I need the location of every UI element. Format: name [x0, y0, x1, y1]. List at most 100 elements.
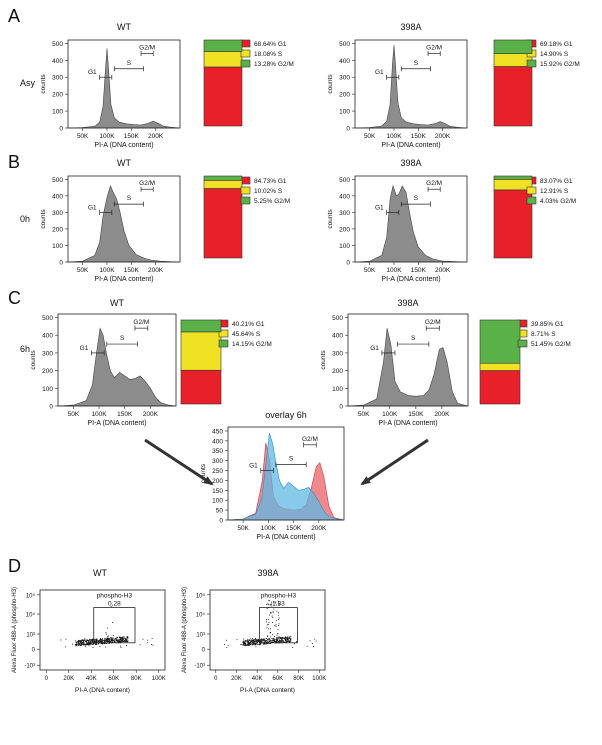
scatter-point: [252, 643, 254, 645]
scatter-point: [127, 636, 129, 638]
scatter-point: [91, 643, 93, 645]
scatter-point: [96, 639, 97, 641]
scatter-point: [271, 638, 273, 639]
scatter-point: [89, 641, 91, 643]
scatter-point: [93, 643, 95, 645]
histogram-area: [347, 328, 469, 407]
row-label-asy: Asy: [20, 78, 36, 88]
scatter-point: [275, 624, 277, 626]
scatter-point: [267, 603, 269, 605]
y-tick-label: 200: [339, 92, 350, 99]
scatter-point: [250, 640, 252, 642]
scatter-point: [116, 638, 118, 640]
gate-g1-label: G1: [80, 345, 89, 352]
scatter-point: [246, 642, 248, 644]
scatter-point: [286, 639, 288, 641]
y-tick-label: 100: [52, 109, 63, 116]
scatter-point: [92, 641, 94, 643]
scatter-point: [99, 646, 101, 647]
scatter-point: [83, 643, 84, 645]
scatter-point: [102, 638, 103, 640]
scatter-point: [102, 639, 104, 641]
scatter-point: [106, 638, 107, 640]
scatter-point: [256, 640, 258, 642]
scatter-point: [83, 640, 85, 642]
scatter-point: [286, 641, 287, 643]
scatter-point: [254, 640, 256, 642]
scatter-point: [125, 641, 126, 642]
scatter-point: [81, 643, 82, 644]
scatter-point: [93, 641, 95, 643]
scatter-point: [118, 641, 120, 642]
x-tick-label: 0: [214, 676, 218, 682]
x-tick-label: 50K: [77, 267, 89, 274]
scatter-point: [86, 641, 88, 642]
y-tick-label: 300: [339, 75, 350, 82]
scatter-point: [261, 640, 263, 642]
scatter-point: [108, 635, 109, 637]
scatter-point: [255, 646, 257, 648]
scatter-point: [278, 623, 280, 625]
scatter-point: [268, 640, 270, 642]
scatter-point: [283, 638, 285, 639]
scatter-point: [100, 638, 101, 640]
y-tick-label: 200: [52, 92, 63, 99]
scatter-point: [240, 643, 242, 645]
scatter-point: [106, 639, 108, 641]
scatter-point: [270, 604, 272, 605]
scatter-point: [94, 639, 96, 641]
scatter-point: [274, 641, 276, 643]
scatter-point: [247, 642, 249, 643]
scatter-point: [118, 636, 120, 638]
scatter-point: [254, 642, 255, 644]
y-tick-label: 400: [42, 333, 53, 340]
scatter-point: [269, 600, 271, 602]
scatter-point: [124, 640, 126, 642]
scatter-point: [285, 637, 287, 638]
scatter-point: [119, 639, 121, 640]
scatter-point: [273, 611, 274, 613]
phase-bar-segment-g1: [203, 66, 243, 127]
x-tick-label: 100K: [91, 411, 107, 418]
scatter-point: [278, 637, 280, 639]
y-tick-label: 500: [332, 315, 343, 322]
scatter-point: [116, 640, 118, 642]
y-tick-label: 500: [42, 315, 53, 322]
gate-g1-label: G1: [375, 204, 384, 211]
scatter-point: [75, 644, 77, 645]
scatter-point: [247, 642, 249, 644]
scatter-point: [278, 603, 280, 605]
x-tick-label: 200K: [148, 267, 164, 274]
phase-bar-segment-s: [203, 180, 243, 189]
x-tick-label: 100K: [386, 133, 402, 140]
y-tick-label: 300: [212, 458, 223, 465]
scatter-point: [287, 641, 288, 642]
scatter-point: [248, 642, 250, 644]
y-tick-label: 350: [212, 448, 223, 455]
scatter-point: [276, 640, 278, 642]
gate-g1-label: G1: [88, 204, 97, 211]
scatter-point: [119, 641, 121, 642]
scatter-point: [127, 641, 128, 642]
legend-entry-g2m: 15.92% G2/M: [540, 61, 580, 68]
scatter-point: [253, 639, 255, 640]
scatter-point: [270, 632, 271, 634]
scatter-point: [109, 641, 110, 642]
scatter-point: [121, 639, 123, 640]
gate-s-label: S: [414, 195, 419, 202]
scatter-point: [251, 643, 253, 645]
scatter-point: [281, 638, 283, 640]
scatter-point: [276, 641, 278, 643]
scatter-point: [243, 642, 245, 644]
scatter-point: [120, 645, 122, 647]
y-tick-label: 10³: [196, 633, 205, 639]
scatter-point: [81, 641, 82, 643]
scatter-point: [120, 646, 122, 648]
scatter-point: [117, 640, 119, 642]
scatter-point: [275, 639, 277, 640]
phase-bar-segment-g1: [493, 189, 533, 259]
histogram-title: 398A: [400, 158, 421, 168]
histogram-c-398a: 398A 0 100 200 300 400 500 50K 100K 150K 200K PI-A …: [320, 298, 571, 427]
scatter-point: [92, 639, 94, 641]
x-tick-label: 100K: [152, 676, 166, 682]
